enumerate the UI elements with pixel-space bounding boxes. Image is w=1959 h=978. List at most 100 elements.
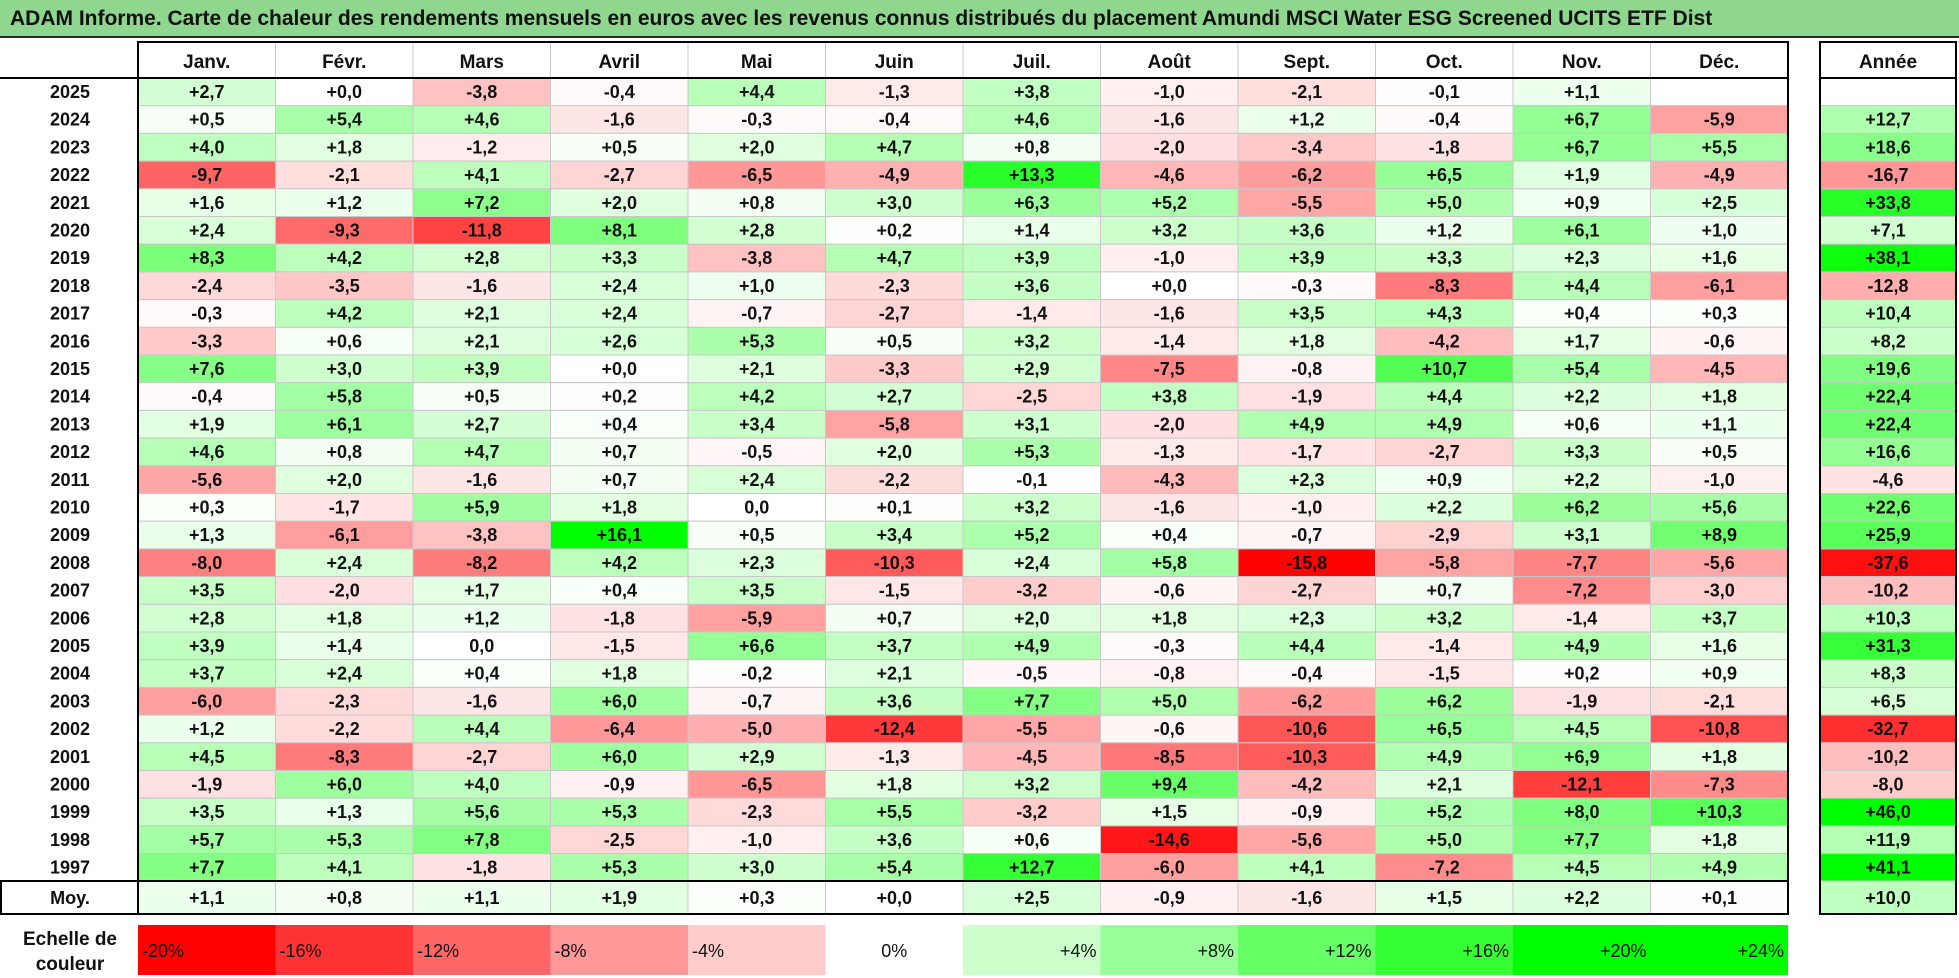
heatmap-value: +4,9 bbox=[1014, 636, 1050, 656]
heatmap-value: +5,8 bbox=[1151, 553, 1187, 573]
annual-border bbox=[1819, 41, 1957, 915]
heatmap-cell bbox=[412, 326, 551, 356]
heatmap-value: +1,3 bbox=[326, 802, 362, 822]
heatmap-cell bbox=[137, 631, 276, 661]
annual-cell bbox=[1819, 437, 1957, 467]
heatmap-value: +4,2 bbox=[739, 387, 775, 407]
average-value: +2,5 bbox=[1014, 888, 1050, 908]
heatmap-cell bbox=[1512, 493, 1651, 522]
heatmap-value: +4,7 bbox=[464, 442, 500, 462]
heatmap-cell bbox=[137, 216, 276, 245]
heatmap-value: -3,2 bbox=[1016, 581, 1047, 601]
heatmap-value: +6,2 bbox=[1564, 498, 1600, 518]
heatmap-value: -5,6 bbox=[191, 470, 222, 490]
annual-value: +22,4 bbox=[1865, 414, 1911, 434]
heatmap-value: +1,2 bbox=[326, 193, 362, 213]
heatmap-cell bbox=[1100, 603, 1239, 633]
average-cell bbox=[1375, 880, 1514, 915]
heatmap-value: +0,4 bbox=[464, 664, 500, 684]
heatmap-value: +0,5 bbox=[1701, 442, 1737, 462]
heatmap-value: -1,7 bbox=[329, 498, 360, 518]
heatmap-cell bbox=[962, 77, 1101, 107]
scale-label: +4% bbox=[1060, 941, 1097, 961]
heatmap-cell bbox=[275, 603, 414, 633]
heatmap-value: -8,3 bbox=[1429, 276, 1460, 296]
heatmap-cell bbox=[1512, 631, 1651, 661]
heatmap-cell bbox=[550, 493, 689, 522]
heatmap-value: +4,5 bbox=[1564, 858, 1600, 878]
heatmap-cell bbox=[825, 271, 964, 301]
annual-value: -32,7 bbox=[1867, 719, 1908, 739]
average-cell bbox=[1237, 880, 1376, 915]
heatmap-value: -0,6 bbox=[1704, 331, 1735, 351]
annual-cell bbox=[1819, 493, 1957, 522]
heatmap-cell bbox=[1512, 686, 1651, 716]
heatmap-cell bbox=[825, 520, 964, 550]
heatmap-value: +2,6 bbox=[601, 331, 637, 351]
average-value: +1,1 bbox=[464, 888, 500, 908]
heatmap-cell bbox=[962, 825, 1101, 855]
heatmap-value: +2,3 bbox=[1289, 608, 1325, 628]
heatmap-value: -2,5 bbox=[604, 830, 635, 850]
heatmap-value: +5,9 bbox=[464, 498, 500, 518]
heatmap-value: -12,4 bbox=[874, 719, 915, 739]
heatmap-value: +0,5 bbox=[464, 387, 500, 407]
heatmap-cell bbox=[1375, 659, 1514, 688]
heatmap-value: +2,4 bbox=[1014, 553, 1050, 573]
heatmap-cell bbox=[962, 548, 1101, 578]
heatmap-cell bbox=[1237, 382, 1376, 411]
heatmap-value: +0,6 bbox=[1014, 830, 1050, 850]
heatmap-cell bbox=[275, 797, 414, 827]
heatmap-value: +0,8 bbox=[326, 442, 362, 462]
heatmap-value: +0,5 bbox=[876, 331, 912, 351]
heatmap-cell bbox=[825, 160, 964, 190]
heatmap-cell bbox=[1237, 299, 1376, 328]
heatmap-cell bbox=[1512, 326, 1651, 356]
heatmap-value: -5,0 bbox=[741, 719, 772, 739]
heatmap-value: +5,3 bbox=[601, 858, 637, 878]
heatmap-value: +5,2 bbox=[1426, 802, 1462, 822]
heatmap-value: -2,7 bbox=[466, 747, 497, 767]
heatmap-cell bbox=[1650, 853, 1789, 882]
heatmap-value: -0,1 bbox=[1016, 470, 1047, 490]
annual-value: +38,1 bbox=[1865, 248, 1911, 268]
heatmap-cell bbox=[825, 465, 964, 494]
heatmap-cell bbox=[1512, 520, 1651, 550]
scale-label: +12% bbox=[1325, 941, 1372, 961]
scale-swatch bbox=[1375, 925, 1513, 975]
heatmap-value: -1,9 bbox=[191, 775, 222, 795]
heatmap-value: +3,7 bbox=[1701, 608, 1737, 628]
heatmap-value: +1,2 bbox=[464, 608, 500, 628]
heatmap-value: +4,4 bbox=[1564, 276, 1600, 296]
heatmap-value: -3,8 bbox=[466, 82, 497, 102]
month-header: Juil. bbox=[1013, 52, 1051, 73]
heatmap-cell bbox=[825, 714, 964, 744]
heatmap-cell bbox=[1512, 603, 1651, 633]
heatmap-cell bbox=[687, 576, 826, 605]
annual-cell bbox=[1819, 770, 1957, 799]
annual-cell bbox=[1819, 520, 1957, 550]
heatmap-cell bbox=[1375, 271, 1514, 301]
heatmap-cell bbox=[137, 493, 276, 522]
heatmap-value: +13,3 bbox=[1009, 165, 1055, 185]
heatmap-value: +4,6 bbox=[189, 442, 225, 462]
heatmap-cell bbox=[137, 409, 276, 439]
heatmap-value: -0,9 bbox=[604, 775, 635, 795]
heatmap-value: +16,1 bbox=[596, 525, 642, 545]
heatmap-cell bbox=[825, 132, 964, 162]
heatmap-value: +3,7 bbox=[876, 636, 912, 656]
heatmap-value: +4,3 bbox=[1426, 304, 1462, 324]
heatmap-cell bbox=[1512, 770, 1651, 799]
heatmap-cell bbox=[137, 603, 276, 633]
heatmap-cell bbox=[687, 797, 826, 827]
heatmap-cell bbox=[412, 853, 551, 882]
heatmap-value: +4,9 bbox=[1564, 636, 1600, 656]
heatmap-cell bbox=[962, 326, 1101, 356]
heatmap-value: -1,9 bbox=[1291, 387, 1322, 407]
heatmap-cell bbox=[687, 493, 826, 522]
heatmap-value: +4,9 bbox=[1289, 414, 1325, 434]
scale-label: -12% bbox=[417, 941, 459, 961]
heatmap-cell bbox=[962, 354, 1101, 384]
heatmap-value: -2,1 bbox=[1704, 691, 1735, 711]
heatmap-value: -3,8 bbox=[741, 248, 772, 268]
